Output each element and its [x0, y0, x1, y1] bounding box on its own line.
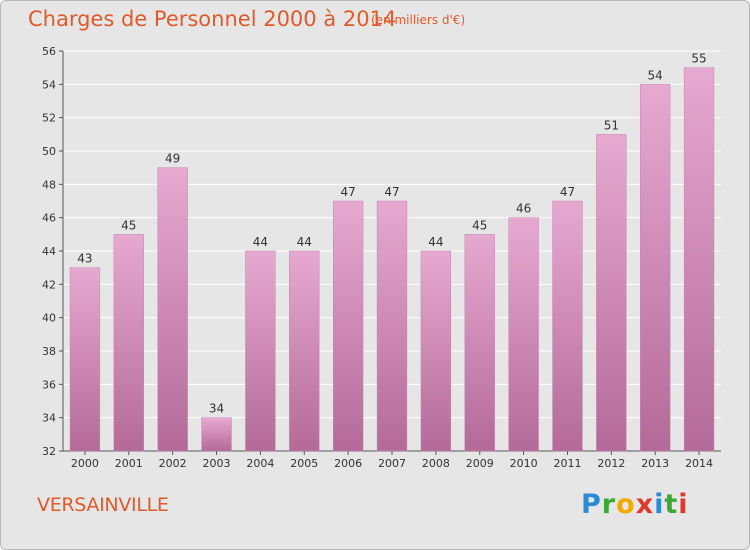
y-tick-label: 34	[42, 412, 56, 425]
logo-letter: i	[678, 489, 689, 520]
bar-2004	[245, 250, 276, 452]
commune-name: VERSAINVILLE	[37, 494, 169, 516]
proxiti-logo[interactable]: Proxiti	[581, 489, 689, 520]
x-tick-label-2013: 2013	[641, 457, 669, 470]
y-tick-label: 46	[42, 212, 56, 225]
y-tick-label: 48	[42, 178, 56, 191]
logo-letter: r	[601, 489, 617, 520]
data-label-2012: 51	[604, 118, 619, 132]
x-tick-label-2007: 2007	[378, 457, 406, 470]
y-tick-label: 52	[42, 112, 56, 125]
x-tick-label-2000: 2000	[71, 457, 99, 470]
bar-2008	[420, 250, 452, 452]
data-label-2003: 34	[209, 402, 224, 416]
data-label-2007: 47	[384, 185, 399, 199]
logo-letter: t	[664, 489, 679, 520]
data-label-2008: 44	[428, 235, 443, 249]
x-tick-label-2005: 2005	[290, 457, 318, 470]
chart-subtitle: (en milliers d'€)	[371, 13, 466, 27]
axes: 32 34 36 38 40 42 44 46 48 50 52 54 56 2000 2001 2002 20…	[42, 45, 721, 470]
x-tick-label-2002: 2002	[159, 457, 187, 470]
x-tick-label-2001: 2001	[115, 457, 143, 470]
bar-2000	[69, 267, 101, 452]
bar-2014	[683, 67, 715, 452]
data-label-2011: 47	[560, 185, 575, 199]
data-labels: 43 45 49 34 44 44 47 47 44 45 46 47 51 54 55	[77, 52, 706, 416]
bar-2001	[113, 234, 144, 452]
bar-2010	[508, 217, 539, 452]
logo-letter: x	[635, 489, 655, 520]
y-tick-label: 44	[42, 245, 56, 258]
data-label-2006: 47	[340, 185, 355, 199]
x-tick-label-2004: 2004	[246, 457, 274, 470]
x-tick-label-2003: 2003	[203, 457, 231, 470]
data-label-2009: 45	[472, 218, 487, 232]
y-tick-label: 50	[42, 145, 56, 158]
y-tick-label: 54	[42, 78, 56, 91]
data-label-2001: 45	[121, 218, 136, 232]
y-tick-label: 36	[42, 378, 56, 391]
x-tick-label-2011: 2011	[553, 457, 581, 470]
bar-2013	[640, 84, 671, 452]
chart-title: Charges de Personnel 2000 à 2014	[28, 7, 397, 31]
bar-2012	[596, 134, 627, 452]
bar-2007	[376, 200, 408, 452]
y-tick-label: 56	[42, 45, 56, 58]
x-tick-label-2010: 2010	[510, 457, 538, 470]
data-label-2010: 46	[516, 202, 531, 216]
logo-letter: P	[581, 489, 602, 520]
x-tick-label-2006: 2006	[334, 457, 362, 470]
x-tick-label-2009: 2009	[466, 457, 494, 470]
bar-2002	[157, 167, 188, 452]
data-label-2014: 55	[691, 52, 706, 66]
bar-2003	[201, 417, 232, 452]
data-label-2004: 44	[253, 235, 268, 249]
x-tick-label-2012: 2012	[597, 457, 625, 470]
bar-2006	[332, 200, 364, 452]
bar-2009	[464, 234, 495, 452]
y-tick-label: 32	[42, 445, 56, 458]
data-label-2000: 43	[77, 252, 92, 266]
bars	[69, 67, 715, 452]
x-tick-label-2014: 2014	[685, 457, 713, 470]
bar-2011	[552, 200, 583, 452]
logo-letter: i	[654, 489, 665, 520]
x-tick-label-2008: 2008	[422, 457, 450, 470]
data-label-2013: 54	[648, 68, 663, 82]
y-tick-label: 42	[42, 278, 56, 291]
y-tick-label: 40	[42, 312, 56, 325]
y-tick-label: 38	[42, 345, 56, 358]
bar-2005	[289, 250, 320, 452]
data-label-2005: 44	[297, 235, 312, 249]
data-label-2002: 49	[165, 152, 180, 166]
logo-letter: o	[616, 489, 636, 520]
